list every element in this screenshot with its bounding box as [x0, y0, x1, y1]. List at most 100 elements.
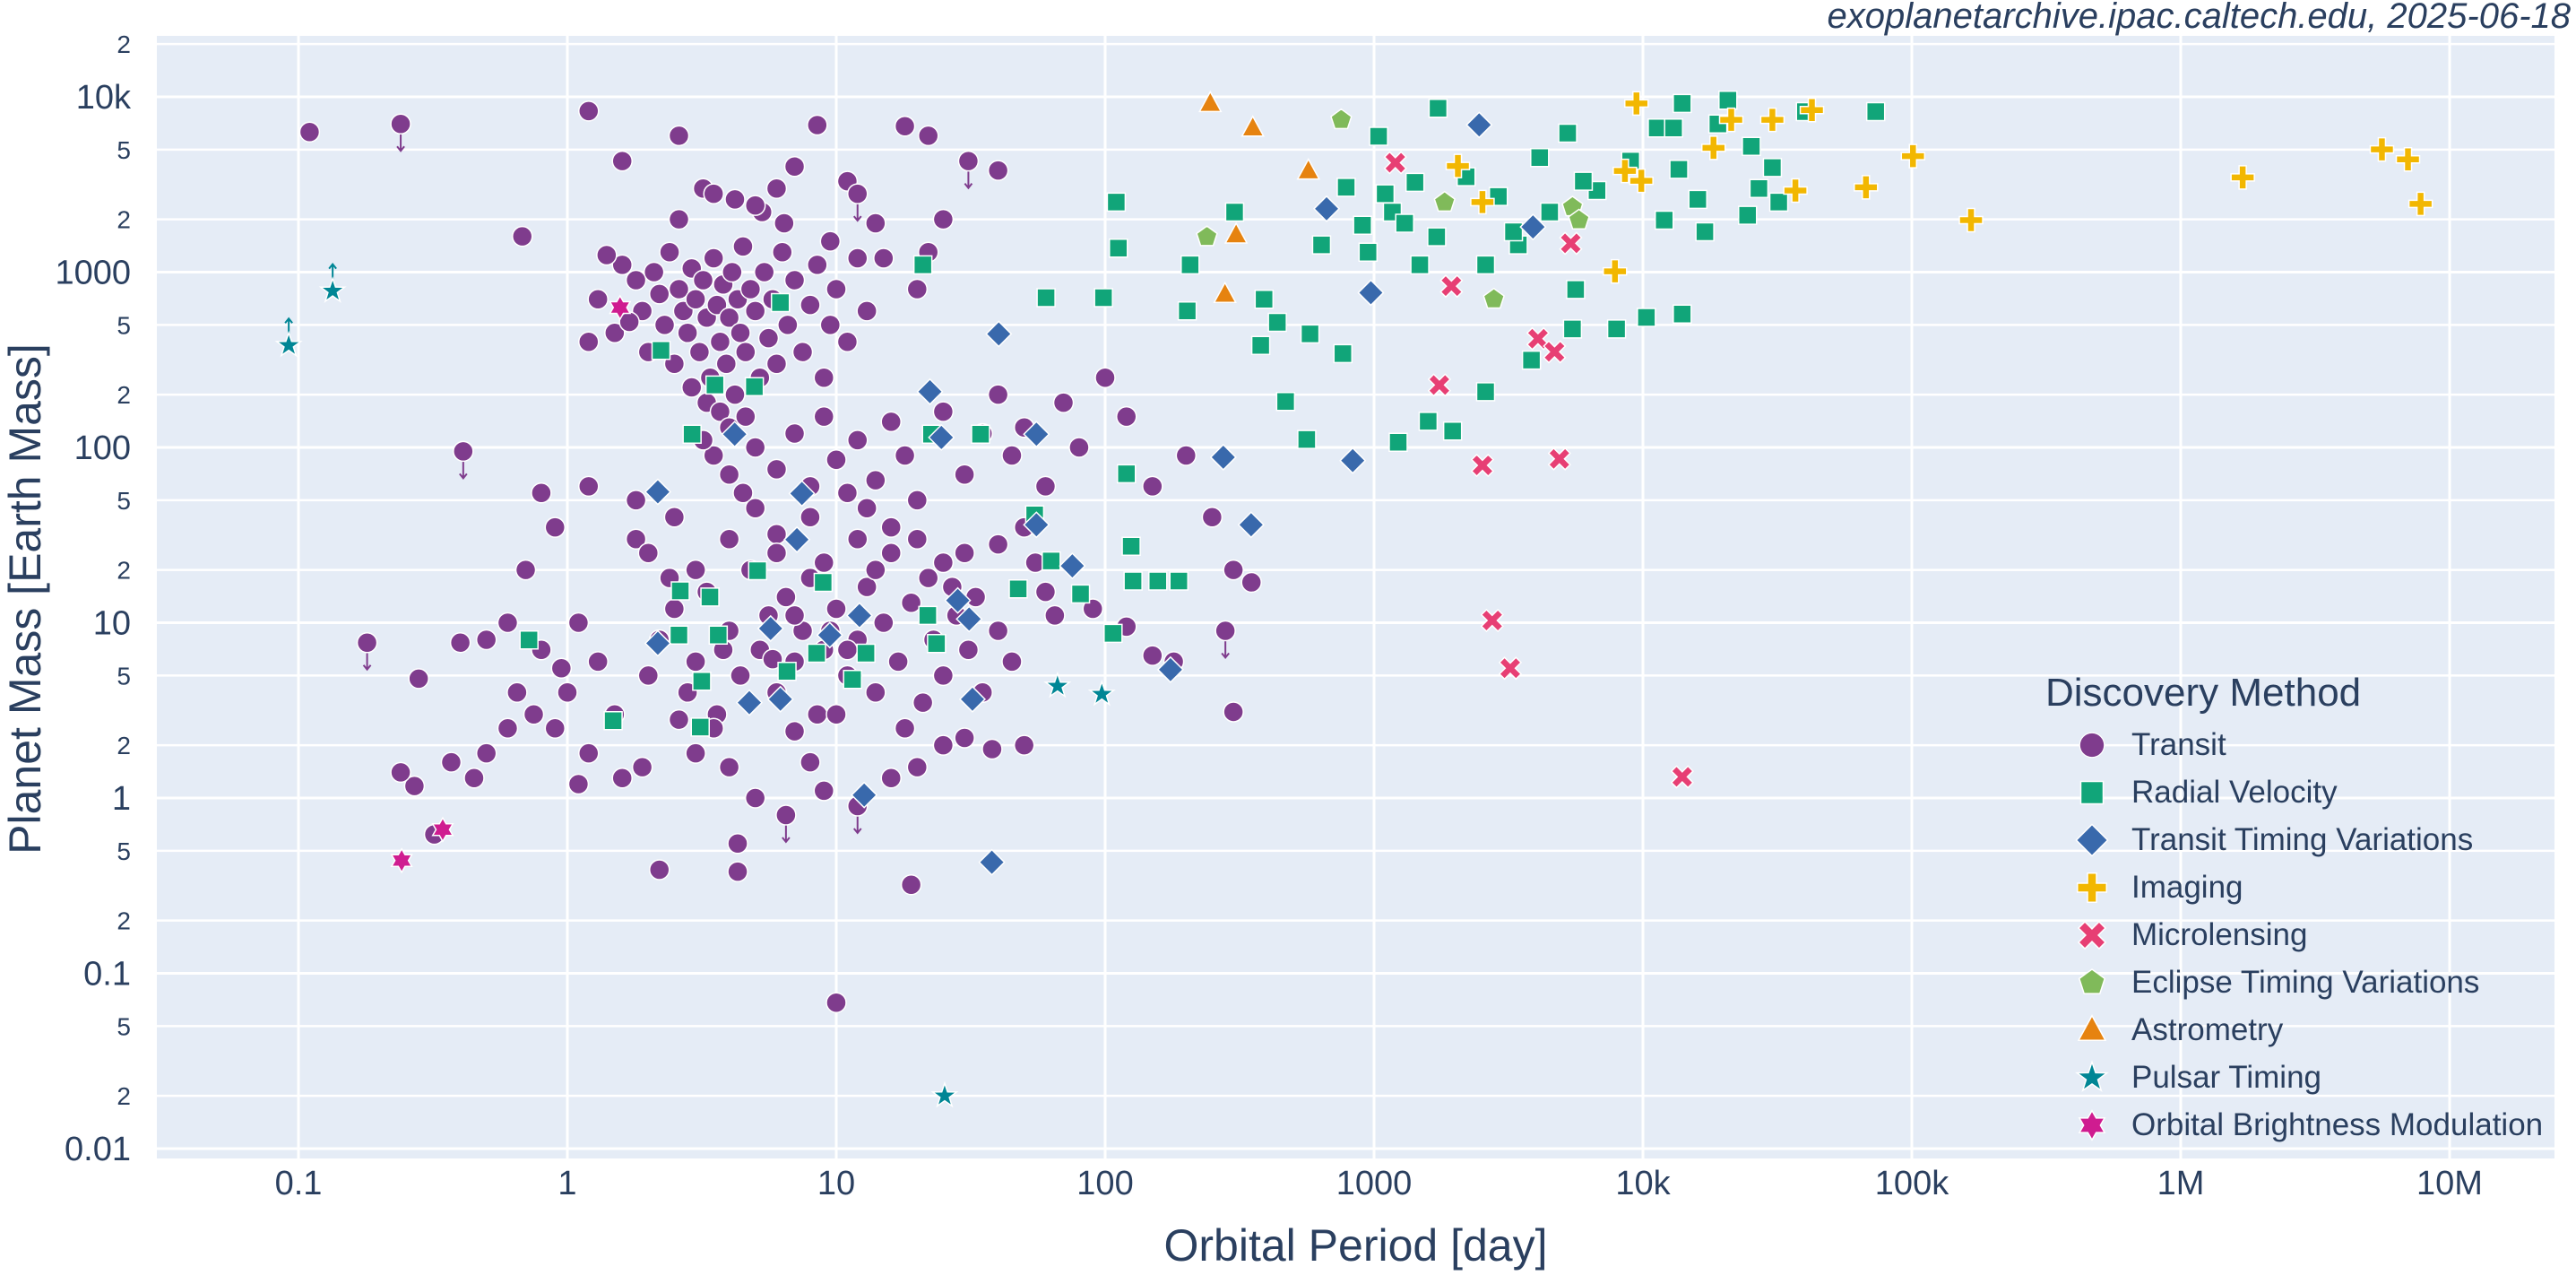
data-point [668, 125, 690, 147]
data-point [1498, 656, 1523, 681]
legend-item-astrometry[interactable]: Astrometry [2045, 1006, 2543, 1054]
data-point [1375, 184, 1396, 204]
data-point [930, 1080, 959, 1108]
data-point [2395, 146, 2421, 172]
square-marker-icon [2079, 780, 2105, 804]
data-point [1695, 221, 1715, 242]
data-point [880, 542, 902, 564]
legend-item-transit[interactable]: Transit [2045, 721, 2543, 768]
legend-item-microlensing[interactable]: Microlensing [2045, 911, 2543, 959]
data-point [1001, 445, 1023, 466]
data-point [927, 634, 947, 654]
legend-title: Discovery Method [2045, 671, 2362, 715]
data-point [1958, 207, 1984, 233]
data-point [709, 401, 731, 422]
data-point [1336, 178, 1356, 197]
legend-item-radial-velocity[interactable]: Radial Velocity [2045, 768, 2543, 816]
data-point [1300, 324, 1320, 344]
data-point [578, 742, 600, 764]
data-point [954, 727, 975, 749]
data-point [1353, 215, 1372, 236]
legend-item-transit-timing-variations[interactable]: Transit Timing Variations [2045, 816, 2543, 863]
y-tick-label: 2 [117, 907, 131, 935]
data-point [2407, 191, 2433, 217]
data-point [932, 551, 955, 574]
legend-item-eclipse-timing-variations[interactable]: Eclipse Timing Variations [2045, 959, 2543, 1006]
series-transit-timing-variations [644, 111, 1547, 876]
y-tick-label: 5 [117, 487, 131, 515]
data-point [1333, 343, 1353, 364]
data-point [596, 244, 618, 266]
data-point [1428, 99, 1448, 118]
data-point [453, 440, 474, 463]
data-point [1762, 158, 1783, 178]
data-point [856, 576, 877, 598]
y-tick-label: 100 [74, 429, 131, 467]
data-point [985, 320, 1013, 348]
data-point [1240, 571, 1262, 594]
y-tick-label: 1000 [55, 255, 131, 292]
data-point [1624, 91, 1649, 117]
x-tick-label: 10k [1615, 1165, 1671, 1202]
data-point [1637, 308, 1656, 327]
data-point [1156, 655, 1184, 683]
data-point [783, 604, 806, 627]
data-point [1180, 255, 1200, 275]
data-point [836, 639, 859, 661]
legend-item-imaging[interactable]: Imaging [2045, 863, 2543, 911]
data-point [1148, 571, 1168, 591]
legend-marker [2079, 732, 2105, 758]
data-point [1297, 429, 1317, 449]
legend-label: Pulsar Timing [2131, 1059, 2322, 1095]
data-point [1117, 464, 1137, 484]
data-point [1395, 213, 1414, 233]
data-point [1175, 445, 1197, 466]
data-point [1655, 210, 1674, 230]
data-point [1759, 107, 1785, 133]
data-point [981, 738, 1003, 760]
legend-item-orbital-brightness-modulation[interactable]: Orbital Brightness Modulation [2045, 1101, 2543, 1149]
data-point [944, 586, 972, 614]
data-point [978, 848, 1006, 876]
legend-item-pulsar-timing[interactable]: Pulsar Timing [2045, 1054, 2543, 1101]
data-point [1647, 118, 1667, 138]
y-tick-label: 5 [117, 1012, 131, 1040]
data-point [735, 689, 764, 716]
data-point [819, 230, 842, 252]
data-point [1427, 373, 1451, 397]
data-point [1418, 412, 1439, 431]
data-point [918, 605, 938, 626]
data-point [390, 847, 413, 874]
data-point [917, 567, 939, 589]
data-point [1900, 143, 1926, 169]
data-point [735, 405, 756, 428]
data-point [1470, 189, 1495, 215]
data-point [631, 756, 653, 778]
data-point [1237, 511, 1265, 539]
data-point [557, 681, 578, 704]
data-point [1442, 421, 1463, 441]
data-point [735, 341, 756, 363]
data-point [753, 261, 775, 283]
data-point [856, 643, 876, 664]
data-point [1042, 551, 1061, 571]
data-point [987, 160, 1009, 181]
data-point [682, 424, 702, 444]
data-point [1044, 604, 1066, 627]
data-point [604, 322, 626, 344]
data-point [916, 377, 944, 405]
data-point [783, 720, 806, 742]
x-tick-label: 1M [2157, 1165, 2205, 1202]
data-point [651, 340, 671, 360]
data-point [932, 664, 955, 687]
data-point [1215, 620, 1236, 642]
data-point [1388, 432, 1408, 453]
data-point [431, 816, 454, 843]
data-point [298, 121, 321, 143]
data-point [1783, 178, 1808, 204]
data-point [813, 551, 835, 574]
y-axis-title: Planet Mass [Earth Mass] [0, 343, 50, 855]
data-point [880, 767, 902, 789]
data-point [900, 873, 922, 896]
data-point [1213, 281, 1237, 304]
